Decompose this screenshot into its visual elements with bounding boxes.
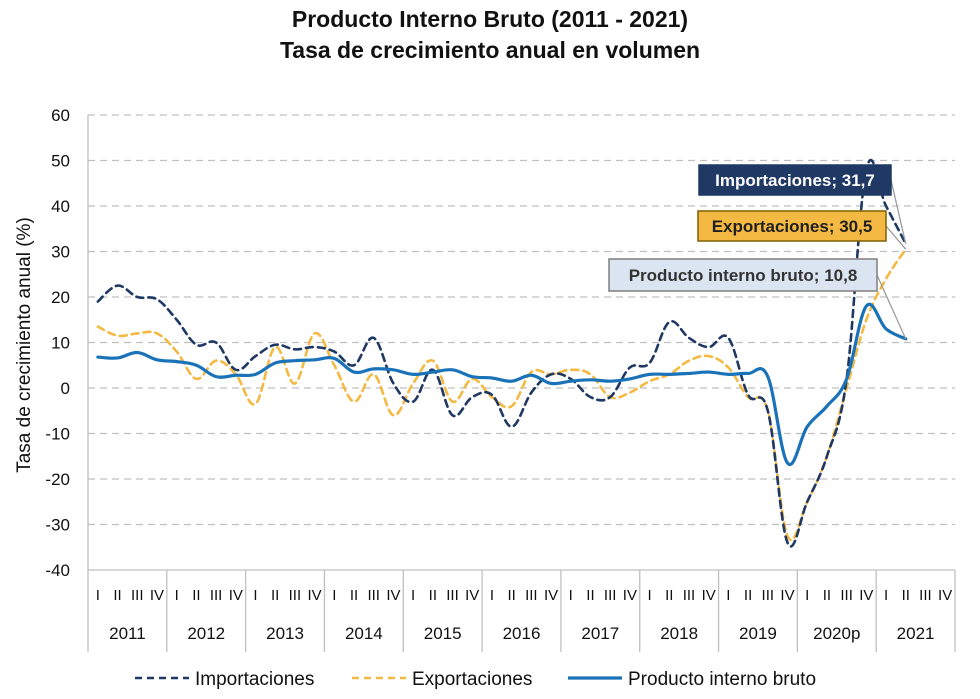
- y-axis-label: Tasa de crecimiento anual (%): [14, 217, 35, 473]
- quarter-tick-label: IV: [308, 587, 322, 604]
- year-tick-label: 2019: [739, 624, 777, 643]
- callout-label: Importaciones; 31,7: [715, 171, 875, 190]
- quarter-tick-label: II: [271, 587, 279, 604]
- callout-leader: [885, 225, 907, 250]
- callout-leader: [876, 274, 907, 340]
- y-tick-label: -30: [45, 516, 70, 535]
- callout-label: Exportaciones; 30,5: [712, 217, 873, 236]
- quarter-tick-label: III: [210, 587, 223, 604]
- year-tick-label: 2016: [503, 624, 541, 643]
- year-tick-label: 2020p: [813, 624, 860, 643]
- callouts: Importaciones; 31,7 Exportaciones; 30,5 Pr…: [608, 164, 907, 340]
- quarter-tick-label: IV: [623, 587, 637, 604]
- callout-leader: [890, 179, 907, 244]
- quarter-tick-label: I: [332, 587, 336, 604]
- quarter-tick-label: III: [367, 587, 380, 604]
- quarter-tick-label: II: [429, 587, 437, 604]
- y-tick-label: -10: [45, 425, 70, 444]
- quarter-tick-label: II: [350, 587, 358, 604]
- series-line-importaciones: [96, 159, 908, 548]
- y-tick-label: -20: [45, 470, 70, 489]
- series-lines: [96, 159, 908, 548]
- quarter-tick-label: III: [840, 587, 853, 604]
- callout-box: [608, 258, 878, 292]
- series-line-producto-interno-bruto: [96, 302, 908, 467]
- year-tick-label: 2017: [581, 624, 619, 643]
- y-tick-label: -40: [45, 561, 70, 580]
- quarter-tick-label: IV: [150, 587, 164, 604]
- y-tick-label: 0: [61, 379, 70, 398]
- series-line-exportaciones: [96, 247, 908, 542]
- quarter-tick-label: IV: [386, 587, 400, 604]
- quarter-tick-label: I: [569, 587, 573, 604]
- y-tick-label: 20: [51, 288, 70, 307]
- quarter-tick-label: IV: [544, 587, 558, 604]
- y-tick-label: 40: [51, 197, 70, 216]
- quarter-tick-label: II: [507, 587, 515, 604]
- quarter-tick-label: III: [446, 587, 459, 604]
- year-tick-label: 2013: [266, 624, 304, 643]
- year-tick-label: 2015: [424, 624, 462, 643]
- quarter-tick-label: I: [96, 587, 100, 604]
- quarter-tick-label: III: [683, 587, 696, 604]
- quarter-tick-label: I: [411, 587, 415, 604]
- year-tick-label: 2018: [660, 624, 698, 643]
- legend: Importaciones Exportaciones Producto inter…: [135, 669, 816, 690]
- quarter-tick-label: IV: [702, 587, 716, 604]
- quarter-tick-label: II: [113, 587, 121, 604]
- callout-box: [698, 164, 892, 196]
- y-tick-label: 30: [51, 243, 70, 262]
- quarter-tick-label: II: [192, 587, 200, 604]
- legend-label: Exportaciones: [412, 669, 532, 690]
- callout-label: Producto interno bruto; 10,8: [629, 266, 858, 285]
- chart-title: Producto Interno Bruto (2011 - 2021): [292, 6, 688, 32]
- quarter-tick-label: II: [902, 587, 910, 604]
- quarter-tick-label: I: [253, 587, 257, 604]
- quarter-tick-label: I: [726, 587, 730, 604]
- quarter-tick-label: I: [490, 587, 494, 604]
- quarter-tick-label: III: [919, 587, 932, 604]
- year-tick-label: 2021: [897, 624, 935, 643]
- year-tick-label: 2014: [345, 624, 383, 643]
- quarter-tick-label: III: [762, 587, 775, 604]
- quarter-tick-label: II: [823, 587, 831, 604]
- chart-subtitle: Tasa de crecimiento anual en volumen: [280, 37, 700, 63]
- quarter-tick-label: I: [647, 587, 651, 604]
- quarter-tick-label: IV: [780, 587, 794, 604]
- quarter-tick-label: I: [805, 587, 809, 604]
- quarter-tick-label: IV: [465, 587, 479, 604]
- quarter-tick-label: IV: [938, 587, 952, 604]
- quarter-tick-label: III: [131, 587, 144, 604]
- y-tick-label: 10: [51, 334, 70, 353]
- quarter-tick-label: III: [604, 587, 617, 604]
- year-tick-label: 2012: [187, 624, 225, 643]
- quarter-tick-label: II: [744, 587, 752, 604]
- y-tick-label: 60: [51, 106, 70, 125]
- quarter-tick-label: II: [586, 587, 594, 604]
- quarter-tick-label: III: [289, 587, 302, 604]
- quarter-tick-label: IV: [229, 587, 243, 604]
- quarter-tick-label: IV: [859, 587, 873, 604]
- year-tick-label: 2011: [109, 624, 146, 643]
- quarter-tick-label: I: [884, 587, 888, 604]
- quarter-tick-label: II: [665, 587, 673, 604]
- legend-label: Producto interno bruto: [628, 669, 816, 690]
- y-tick-label: 50: [51, 152, 70, 171]
- grid-lines: [88, 114, 955, 526]
- quarter-tick-label: III: [525, 587, 538, 604]
- legend-label: Importaciones: [195, 669, 314, 690]
- callout-box: [697, 210, 887, 242]
- quarter-tick-label: I: [175, 587, 179, 604]
